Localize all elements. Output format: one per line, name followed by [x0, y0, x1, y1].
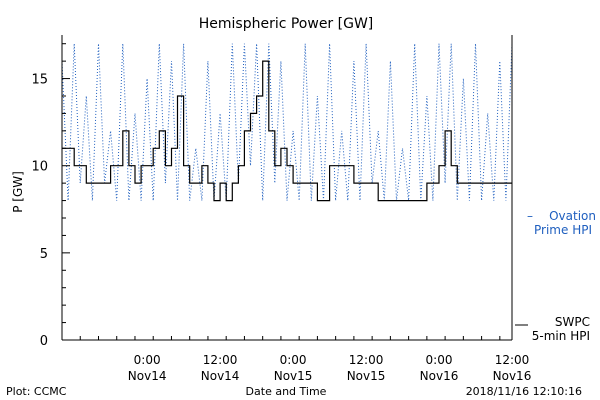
x-tick-date: Nov15: [347, 369, 386, 383]
y-tick-label: 15: [31, 73, 48, 88]
legend-swpc-line1: SWPC: [555, 315, 590, 329]
legend-ovation-line1: Ovation: [549, 209, 596, 223]
x-tick-time: 12:00: [349, 353, 384, 367]
x-tick-time: 12:00: [203, 353, 238, 367]
x-tick-date: Nov16: [420, 369, 459, 383]
x-tick-time: 12:00: [495, 353, 530, 367]
x-tick-date: Nov16: [493, 369, 532, 383]
legend-ovation-marker: –: [527, 209, 533, 223]
tick-labels: 0 5 10 15 0:00 Nov14 12:00 Nov14 0:00 Nov15 12:00 N…: [31, 73, 531, 383]
swpc-series-line: [62, 60, 512, 202]
x-tick-time: 0:00: [134, 353, 161, 367]
legend-ovation-line2: Prime HPI: [534, 223, 592, 237]
x-tick-time: 0:00: [280, 353, 307, 367]
footer-timestamp: 2018/11/16 12:10:16: [466, 385, 582, 398]
ovation-series-layer: [61, 43, 513, 201]
x-axis-label: Date and Time: [246, 385, 327, 398]
footer-plot-credit: Plot: CCMC: [6, 385, 67, 398]
x-tick-date: Nov14: [201, 369, 240, 383]
x-tick-date: Nov14: [128, 369, 167, 383]
swpc-series-layer: [62, 60, 512, 202]
y-tick-label: 10: [31, 160, 48, 175]
chart-title: Hemispheric Power [GW]: [199, 16, 374, 32]
x-tick-time: 0:00: [426, 353, 453, 367]
x-tick-date: Nov15: [274, 369, 313, 383]
y-axis-label: P [GW]: [11, 171, 25, 213]
ovation-series-line: [61, 43, 513, 201]
axes: [61, 35, 513, 341]
legend-swpc-line2: 5-min HPI: [532, 329, 590, 343]
y-tick-label: 0: [40, 334, 48, 349]
y-tick-label: 5: [40, 247, 48, 262]
